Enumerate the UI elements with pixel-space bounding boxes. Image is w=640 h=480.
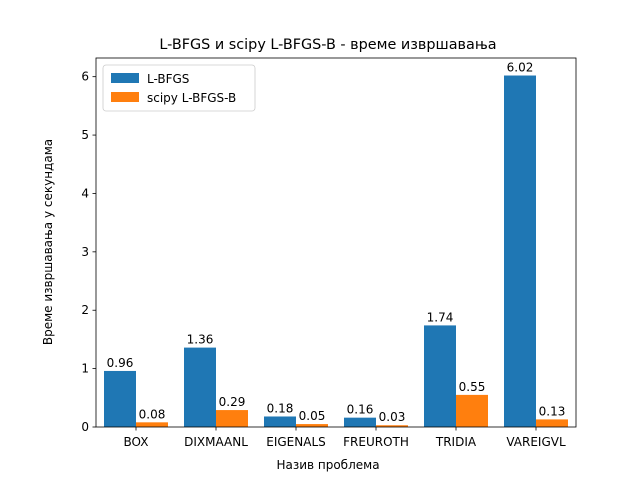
plot-area: 0 1 2 3 4 5 6 0.96 0.08 BOX 1.36 0.29 DIXMAANL 0.18 0.… [81,57,577,449]
y-tick-label: 6 [81,70,89,84]
data-label: 0.16 [347,403,374,417]
y-tick-label: 1 [81,362,89,376]
bar-scipy-l-bfgs-b [136,422,168,427]
bar-scipy-l-bfgs-b [376,425,408,427]
legend-label: L-BFGS [147,72,189,86]
x-tick-label: FREUROTH [343,435,409,449]
bar-scipy-l-bfgs-b [536,419,568,427]
data-label: 1.36 [187,333,214,347]
bar-l-bfgs [504,75,536,428]
data-label: 0.55 [459,380,486,394]
data-label: 1.74 [427,310,454,324]
y-axis-label: Време извршавања у секундама [41,139,55,345]
legend-swatch [111,73,139,83]
data-label: 0.96 [107,356,134,370]
y-tick-label: 2 [81,303,89,317]
bar-l-bfgs [264,416,296,427]
y-tick-label: 4 [81,186,89,200]
x-tick-label: EIGENALS [266,435,326,449]
legend-label: scipy L-BFGS-B [147,91,236,105]
bar-scipy-l-bfgs-b [296,424,328,427]
data-label: 0.05 [299,409,326,423]
chart-title: L-BFGS и scipy L-BFGS-B - време извршава… [159,37,496,53]
legend-swatch [111,92,139,102]
data-label: 0.18 [267,401,294,415]
bar-l-bfgs [184,347,216,427]
bar-scipy-l-bfgs-b [216,410,248,427]
bar-l-bfgs [344,417,376,427]
data-label: 0.03 [379,410,406,424]
bar-l-bfgs [104,370,136,427]
x-tick-label: BOX [124,435,149,449]
x-tick-label: TRIDIA [435,435,477,449]
data-label: 0.08 [139,407,166,421]
x-tick-label: DIXMAANL [184,435,248,449]
x-axis-label: Назив проблема [276,458,379,472]
bar-l-bfgs [424,325,456,427]
data-label: 0.13 [539,404,566,418]
axes-frame [95,57,577,428]
data-label: 6.02 [507,61,534,75]
x-tick-label: VAREIGVL [506,435,566,449]
data-label: 0.29 [219,395,246,409]
legend-box [102,64,256,112]
legend: L-BFGS scipy L-BFGS-B [102,64,256,112]
y-tick-label: 3 [81,245,89,259]
y-tick-label: 5 [81,128,89,142]
y-tick-label: 0 [81,420,89,434]
bar-scipy-l-bfgs-b [456,394,488,427]
